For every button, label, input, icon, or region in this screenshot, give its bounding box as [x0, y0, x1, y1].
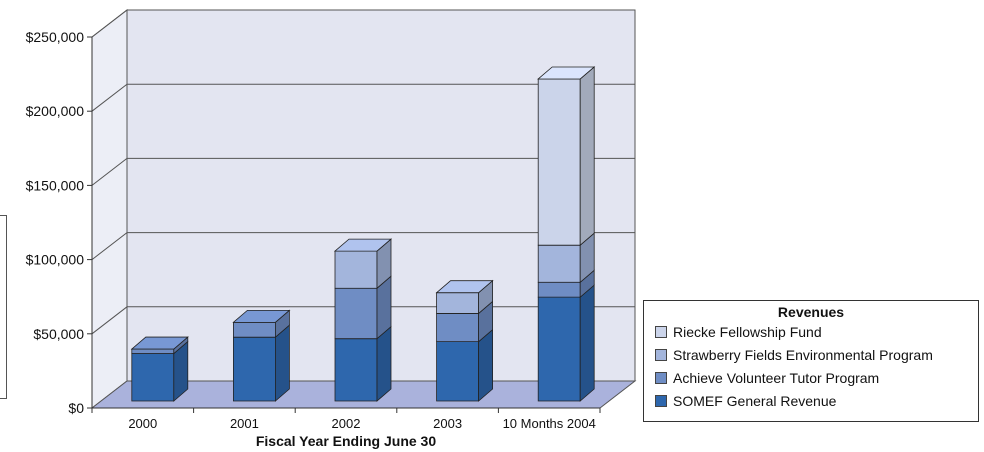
x-tick-label: 2001 — [230, 416, 259, 431]
legend-label-somef: SOMEF General Revenue — [673, 392, 837, 409]
bar-segment — [334, 287, 378, 340]
gridline — [91, 9, 635, 38]
bar-segment — [334, 338, 378, 402]
legend-swatch-somef — [655, 394, 667, 407]
legend: Revenues Riecke Fellowship Fund Strawber… — [643, 300, 979, 422]
bar-segment-side — [376, 325, 392, 402]
y-tick-label: $200,000 — [26, 103, 85, 119]
legend-title: Revenues — [777, 304, 845, 320]
bar-segment — [131, 353, 175, 402]
y-tick-label: $250,000 — [26, 29, 85, 45]
bar-segment — [232, 321, 276, 338]
side-wall — [91, 8, 128, 410]
x-tick-label: 2000 — [128, 416, 157, 431]
bar-segment-top — [435, 280, 494, 294]
legend-label-achieve: Achieve Volunteer Tutor Program — [673, 369, 880, 386]
x-tick-label: 10 Months 2004 — [503, 416, 596, 431]
x-tick-label: 2003 — [433, 416, 462, 431]
gridline — [91, 83, 635, 112]
legend-swatch-riecke — [655, 325, 667, 338]
bar-segment-top — [537, 66, 596, 80]
bar-segment — [537, 78, 581, 246]
bar-segment — [232, 336, 276, 402]
legend-swatch-achieve — [655, 371, 667, 384]
bar-segment-top — [130, 336, 189, 350]
bar-segment-top — [333, 238, 393, 252]
legend-item-achieve: Achieve Volunteer Tutor Program — [644, 366, 978, 389]
x-axis-label: Fiscal Year Ending June 30 — [256, 433, 436, 449]
y-tick-label: $150,000 — [26, 177, 85, 193]
left-bracket-line — [0, 215, 7, 399]
y-tick-label: $0 — [68, 400, 84, 416]
bar-segment — [537, 281, 581, 298]
bar-segment-side — [274, 324, 290, 402]
bar-segment-side — [579, 284, 595, 402]
legend-item-strawberry: Strawberry Fields Environmental Program — [644, 343, 978, 366]
legend-label-riecke: Riecke Fellowship Fund — [673, 323, 822, 340]
bar-segment — [436, 292, 480, 314]
legend-item-somef: SOMEF General Revenue — [644, 389, 978, 412]
bar-segment — [131, 348, 175, 354]
bar-segment — [436, 341, 480, 402]
legend-label-strawberry: Strawberry Fields Environmental Program — [673, 346, 933, 363]
bar-segment — [537, 244, 581, 283]
y-tick-label: $50,000 — [33, 326, 84, 342]
bar-segment — [436, 313, 480, 343]
y-tick-label: $100,000 — [26, 252, 85, 268]
gridline — [91, 157, 635, 186]
bar-segment-top — [232, 309, 291, 323]
bar-segment — [537, 296, 581, 402]
legend-item-riecke: Riecke Fellowship Fund — [644, 320, 978, 343]
legend-swatch-strawberry — [655, 348, 667, 361]
bar-segment-side — [579, 66, 595, 247]
bar-segment — [334, 250, 378, 289]
gridline — [91, 232, 635, 260]
x-tick-label: 2002 — [332, 416, 361, 431]
